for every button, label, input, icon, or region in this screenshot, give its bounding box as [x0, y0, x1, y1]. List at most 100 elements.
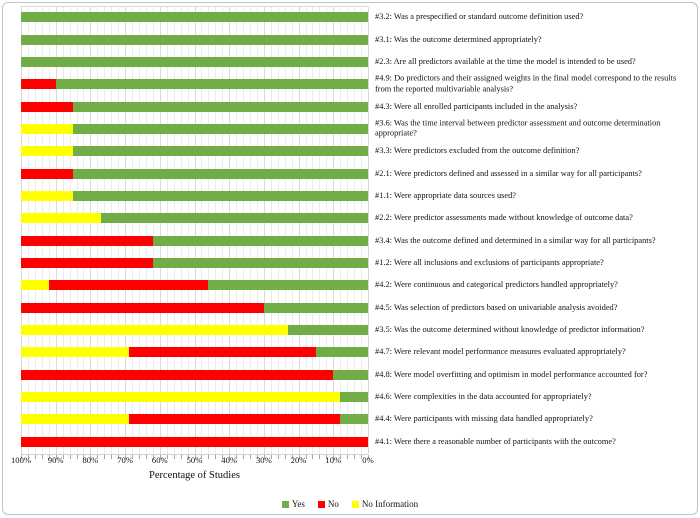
axis-tickmark: [291, 455, 293, 459]
bar-segment-no-information: [21, 123, 74, 134]
bar-segment-yes: [152, 257, 368, 268]
row-label: #2.3: Are all predictors available at th…: [375, 56, 636, 66]
axis-tickmark: [263, 455, 265, 459]
bars-container: #3.2: Was a prespecified or standard out…: [0, 6, 700, 453]
stacked-bar: [21, 213, 368, 224]
gridline: [111, 7, 113, 454]
chart-row: #2.1: Were predictors defined and assess…: [0, 162, 700, 184]
gridline: [270, 7, 272, 454]
gridline: [347, 7, 349, 454]
axis-tickmark: [69, 455, 71, 459]
stacked-bar: [21, 392, 368, 403]
axis-tickmark: [208, 455, 210, 459]
bar-segment-no-information: [21, 347, 129, 358]
gridline: [340, 7, 342, 454]
chart-row: #4.9: Do predictors and their assigned w…: [0, 73, 700, 95]
axis-tickmark: [76, 455, 78, 459]
bar-segment-yes: [208, 280, 368, 291]
bar-segment-yes: [333, 369, 368, 380]
axis-tickmark: [256, 455, 258, 459]
x-tick-label: 90%: [47, 455, 64, 465]
gridline: [256, 7, 258, 454]
axis-tickmark: [125, 455, 127, 459]
x-axis: 100% 90% 80% 70% 60% 50% 40% 30% 20% 10% 0%: [11, 455, 374, 466]
axis-tickmark: [90, 455, 92, 459]
axis-tickmark: [104, 455, 106, 459]
stacked-bar: [21, 257, 368, 268]
plot-area: [21, 6, 369, 459]
row-label: #2.1: Were predictors defined and assess…: [375, 168, 642, 178]
gridline: [41, 7, 43, 454]
axis-tickmark: [62, 455, 64, 459]
chart-row: #4.1: Were there a reasonable number of …: [0, 431, 700, 453]
gridline: [97, 7, 99, 454]
axis-tickmark: [132, 455, 134, 459]
gridline: [34, 7, 36, 454]
bar-segment-yes: [340, 414, 368, 425]
axis-tickmark: [354, 455, 356, 459]
row-label: #4.1: Were there a reasonable number of …: [375, 436, 616, 446]
gridline: [236, 7, 238, 454]
bar-segment-yes: [100, 213, 368, 224]
axis-tickmark: [187, 455, 189, 459]
chart-row: #3.4: Was the outcome defined and determ…: [0, 229, 700, 251]
bar-segment-yes: [21, 12, 368, 23]
stacked-bar: [21, 56, 368, 67]
gridline: [173, 7, 175, 454]
legend-swatch-icon: [317, 500, 325, 508]
axis-tickmark: [145, 455, 147, 459]
axis-tickmark: [48, 455, 50, 459]
row-label: #3.3: Were predictors excluded from the …: [375, 145, 580, 155]
gridline: [69, 7, 71, 454]
stacked-bar: [21, 369, 368, 380]
gridline: [48, 7, 50, 454]
bar-segment-no: [21, 369, 334, 380]
axis-tickmark: [340, 455, 342, 459]
row-label: #3.4: Was the outcome defined and determ…: [375, 235, 656, 245]
gridline: [125, 7, 127, 454]
bar-segment-yes: [21, 34, 368, 45]
row-label: #1.1: Were appropriate data sources used…: [375, 190, 517, 200]
row-label: #3.2: Was a prespecified or standard out…: [375, 11, 584, 21]
chart-row: #1.1: Were appropriate data sources used…: [0, 185, 700, 207]
x-tick-label: 20%: [290, 455, 307, 465]
bar-segment-no: [21, 257, 153, 268]
axis-tickmark: [243, 455, 245, 459]
chart-row: #3.6: Was the time interval between pred…: [0, 118, 700, 140]
axis-tickmark: [284, 455, 286, 459]
bar-segment-yes: [340, 392, 368, 403]
axis-tickmark: [159, 455, 161, 459]
legend-swatch-icon: [351, 500, 359, 508]
bar-segment-no: [21, 436, 368, 447]
gridline: [104, 7, 106, 454]
stacked-bar: [21, 101, 368, 112]
gridline: [291, 7, 293, 454]
chart-row: #4.7: Were relevant model performance me…: [0, 341, 700, 363]
axis-tickmark: [21, 455, 22, 459]
axis-tickmark: [180, 455, 182, 459]
row-label: #4.3: Were all enrolled participants inc…: [375, 101, 578, 111]
row-label: #4.8: Were model overfitting and optimis…: [375, 369, 648, 379]
bar-segment-no-information: [21, 280, 49, 291]
gridline: [229, 7, 231, 454]
axis-tickmark: [34, 455, 36, 459]
bar-segment-no: [21, 302, 264, 313]
stacked-bar: [21, 146, 368, 157]
axis-tickmark: [270, 455, 272, 459]
bar-segment-yes: [288, 324, 368, 335]
row-label: #3.1: Was the outcome determined appropr…: [375, 34, 542, 44]
axis-tickmark: [118, 455, 120, 459]
bar-segment-no: [21, 168, 74, 179]
gridline: [166, 7, 168, 454]
chart-row: #4.4: Were participants with missing dat…: [0, 408, 700, 430]
axis-tickmark: [41, 455, 43, 459]
row-label: #4.4: Were participants with missing dat…: [375, 414, 593, 424]
stacked-bar: [21, 168, 368, 179]
chart-row: #3.5: Was the outcome determined without…: [0, 319, 700, 341]
bar-segment-no-information: [21, 392, 341, 403]
axis-tickmark: [319, 455, 321, 459]
gridline: [333, 7, 335, 454]
bar-segment-no: [128, 347, 316, 358]
chart-row: #2.3: Are all predictors available at th…: [0, 51, 700, 73]
bar-segment-no-information: [21, 213, 101, 224]
